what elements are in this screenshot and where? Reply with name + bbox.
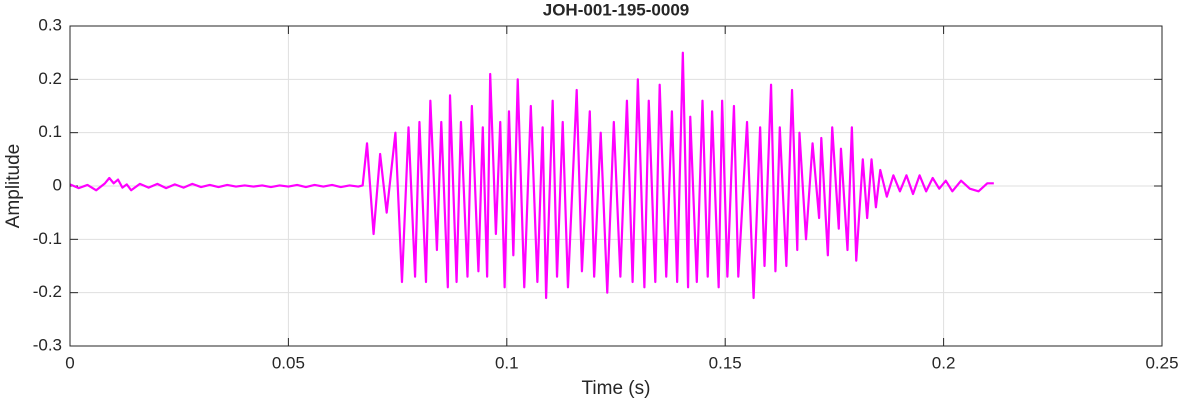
waveform-line [69,51,994,300]
x-tick-label: 0.1 [495,353,519,372]
x-tick-label: 0.15 [709,353,742,372]
x-tick-label: 0.05 [272,353,305,372]
y-tick-label: 0 [53,175,62,194]
x-tick-label: 0.2 [932,353,956,372]
x-tick-label: 0.25 [1145,353,1178,372]
y-tick-label: -0.1 [33,229,62,248]
x-tick-label: 0 [65,353,74,372]
y-axis-label: Amplitude [3,144,24,229]
y-tick-label: 0.3 [38,15,62,34]
y-tick-label: -0.2 [33,282,62,301]
y-tick-label: -0.3 [33,335,62,354]
y-tick-label: 0.2 [38,69,62,88]
y-tick-label: 0.1 [38,122,62,141]
x-axis-label: Time (s) [582,378,651,399]
plot-frame [69,25,1163,347]
chart-title: JOH-001-195-0009 [543,0,689,19]
